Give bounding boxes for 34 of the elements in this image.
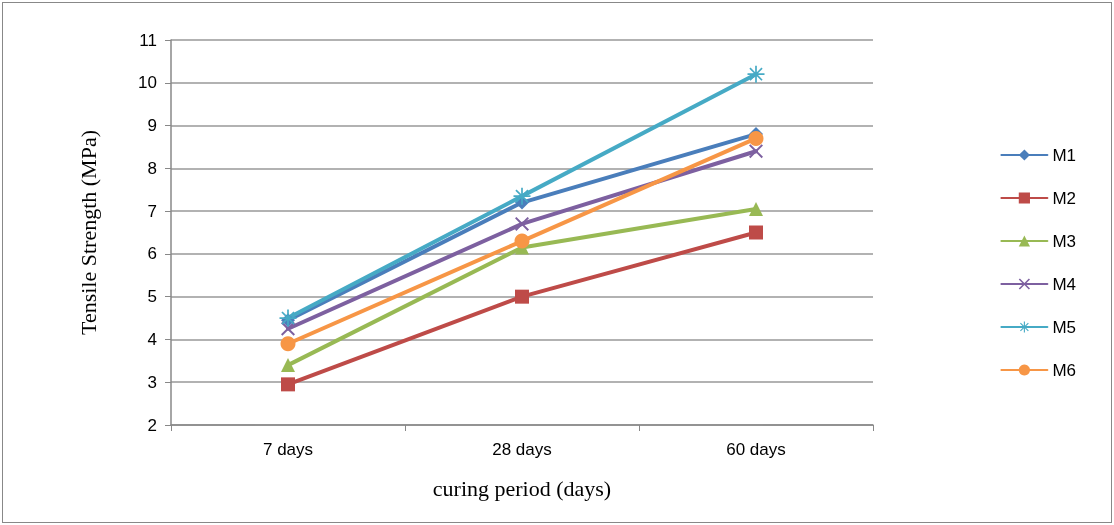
point (749, 144, 763, 159)
point (749, 225, 763, 240)
point (749, 201, 763, 216)
y-tick-label: 9 (147, 116, 157, 136)
y-tick-label: 4 (147, 329, 157, 349)
point (747, 65, 765, 83)
legend-label: M6 (1052, 360, 1077, 380)
x-axis-title: curing period (days) (432, 475, 612, 501)
y-tick-label: 2 (147, 415, 157, 435)
legend-label: M1 (1052, 145, 1077, 165)
point (748, 130, 764, 146)
x-tick-label: 7 days (262, 440, 314, 459)
legend-label: M4 (1052, 274, 1077, 294)
point (280, 336, 296, 352)
point (514, 233, 530, 249)
legend-label: M5 (1052, 317, 1077, 337)
y-tick-label: 11 (139, 30, 157, 50)
y-axis-title: Tensile Strength (MPa) (75, 130, 101, 335)
x-tick-label: 28 days (492, 440, 552, 459)
x-tick-label: 60 days (726, 440, 786, 459)
point (279, 309, 297, 327)
y-tick-label: 6 (147, 244, 157, 264)
legend-label: M3 (1052, 231, 1077, 251)
y-tick-label: 5 (147, 287, 157, 307)
y-tick-label: 7 (147, 201, 157, 221)
point (281, 358, 295, 373)
point (515, 216, 529, 231)
y-tick-label: 8 (147, 158, 157, 178)
y-tick-label: 10 (138, 73, 157, 93)
y-tick-label: 3 (147, 372, 157, 392)
legend-label: M2 (1052, 188, 1077, 208)
point (281, 377, 295, 392)
point (515, 289, 529, 304)
point (513, 187, 531, 205)
